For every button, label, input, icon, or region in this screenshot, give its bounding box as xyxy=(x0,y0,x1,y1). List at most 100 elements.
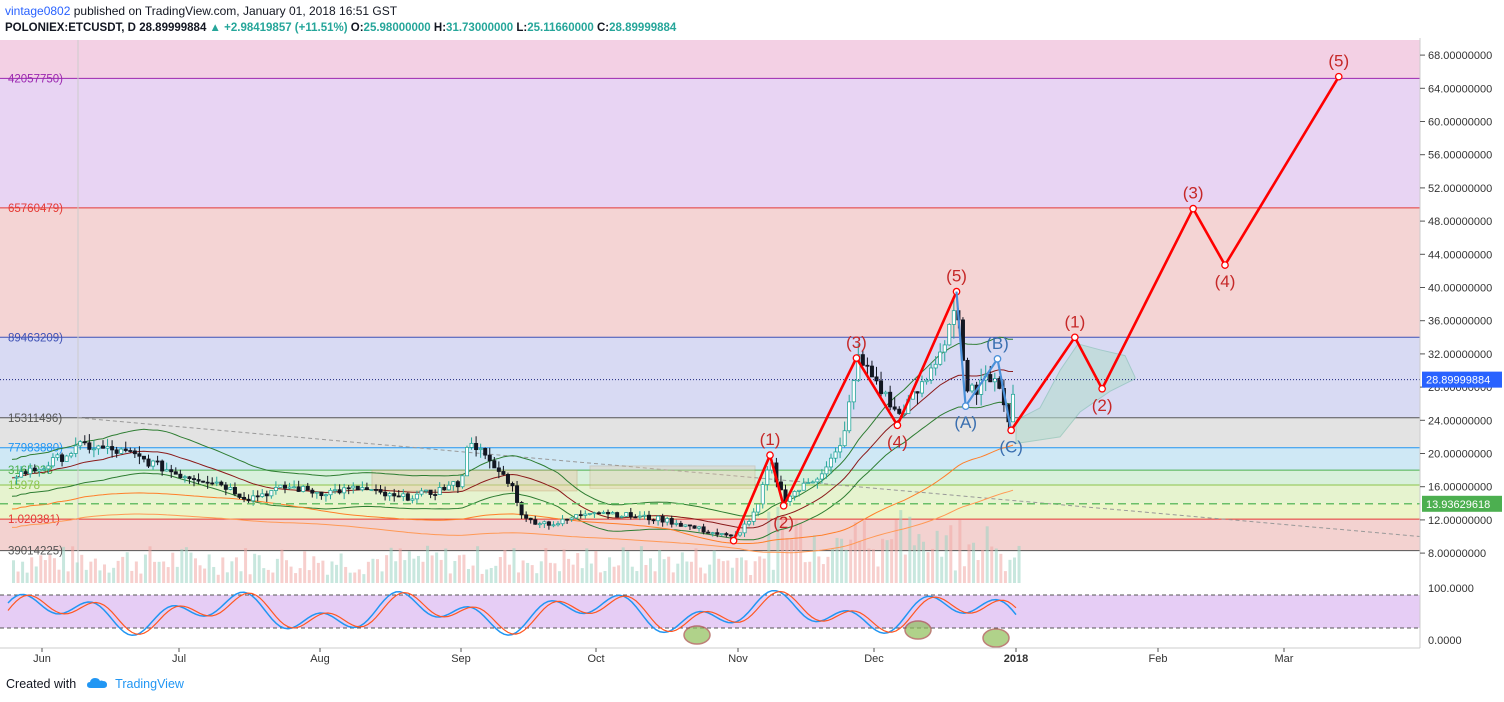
wave-label: (A) xyxy=(954,413,977,432)
candle-body xyxy=(41,468,46,471)
volume-bar xyxy=(1003,571,1007,583)
candle-body xyxy=(578,514,583,517)
candle-body xyxy=(656,515,661,522)
candle-body xyxy=(19,471,24,478)
author-link[interactable]: vintage0802 xyxy=(5,4,71,18)
candle-body xyxy=(633,516,638,519)
candle-body xyxy=(833,451,838,459)
volume-bar xyxy=(139,573,143,583)
volume-bar xyxy=(62,546,66,583)
candle-body xyxy=(706,531,711,534)
candle-body xyxy=(965,359,970,392)
last-value: 28.89999884 xyxy=(139,22,207,34)
candle-body xyxy=(710,532,715,535)
volume-bar xyxy=(380,571,384,583)
volume-bar xyxy=(107,572,111,583)
candle-body xyxy=(537,523,542,526)
volume-bar xyxy=(689,561,693,583)
volume-bar xyxy=(853,522,857,583)
volume-bar xyxy=(535,573,539,583)
volume-bar xyxy=(740,557,743,583)
candle-body xyxy=(560,518,565,525)
time-tick-label: Feb xyxy=(1149,653,1168,665)
candle-body xyxy=(178,473,183,479)
volume-bar xyxy=(357,569,361,583)
price-tick-label: 32.00000000 xyxy=(1428,349,1492,361)
candle-body xyxy=(819,473,824,480)
candle-body xyxy=(542,521,547,525)
volume-bar xyxy=(353,572,357,583)
candle-body xyxy=(333,489,338,492)
wave-point xyxy=(1071,333,1079,342)
candle-body xyxy=(260,493,265,497)
volume-bar xyxy=(125,552,129,583)
candle-body xyxy=(624,512,629,517)
tradingview-link[interactable]: TradingView xyxy=(115,677,184,691)
volume-bar xyxy=(153,561,157,583)
time-tick-label: Oct xyxy=(587,653,604,665)
candle-body xyxy=(842,430,847,447)
symbol-info-line: POLONIEX:ETCUSDT, D 28.89999884 ▲ +2.984… xyxy=(5,22,677,34)
descending-trendline xyxy=(77,417,1421,537)
volume-bar xyxy=(239,571,243,583)
candle-body xyxy=(920,381,925,394)
candle-body xyxy=(310,489,315,494)
candle-body xyxy=(301,485,306,492)
candle-body xyxy=(565,518,570,521)
candle-body xyxy=(601,511,606,514)
volume-bar xyxy=(790,539,794,583)
volume-bar xyxy=(271,572,275,583)
time-tick-label: Jun xyxy=(33,653,51,665)
candle-body xyxy=(246,498,251,502)
volume-bar xyxy=(512,548,516,583)
volume-bar xyxy=(489,568,493,583)
candle-body xyxy=(660,515,665,523)
volume-bar xyxy=(457,555,461,583)
volume-bar xyxy=(248,574,252,583)
volume-bar xyxy=(780,516,784,583)
slow-ma-line xyxy=(11,444,1014,544)
candle-body xyxy=(515,485,520,503)
wave-label: (3) xyxy=(1183,184,1204,203)
fib-zone-2 xyxy=(0,207,1420,338)
price-chart[interactable]: 42057750) 65760479) 89463209) 15311496) 7798… xyxy=(0,38,1504,670)
volume-bar xyxy=(1008,559,1012,583)
candle-body xyxy=(478,448,483,451)
volume-bar xyxy=(52,558,56,583)
volume-bar xyxy=(148,546,152,583)
volume-bar xyxy=(785,538,789,583)
candle-body xyxy=(756,503,761,513)
volume-bar xyxy=(949,525,953,583)
candle-body xyxy=(242,496,247,500)
candle-body xyxy=(997,378,1002,389)
candle-body xyxy=(210,482,215,485)
wave-point xyxy=(1098,384,1107,393)
price-tick-label: 44.00000000 xyxy=(1428,249,1492,261)
price-tick-label: 56.00000000 xyxy=(1428,150,1492,162)
volume-bar xyxy=(212,566,216,583)
candle-body xyxy=(810,481,815,484)
candle-body xyxy=(414,493,419,500)
fib-zone-7 xyxy=(0,485,1420,504)
candle-body xyxy=(797,489,802,492)
low-value: 25.11660000 xyxy=(527,22,594,34)
candle-body xyxy=(747,521,752,525)
candle-body xyxy=(169,469,174,473)
wave-point xyxy=(1221,261,1229,269)
volume-bar xyxy=(667,556,671,583)
footer: Created with TradingView xyxy=(6,677,184,691)
volume-bar xyxy=(867,548,871,583)
candle-body xyxy=(610,512,615,515)
open-value: 25.98000000 xyxy=(363,22,431,34)
volume-bar xyxy=(439,559,443,583)
candle-body xyxy=(637,515,642,518)
candle-body xyxy=(574,514,579,519)
candle-body xyxy=(556,523,561,526)
oscillator-tick-label: 0.0000 xyxy=(1428,635,1462,647)
candle-body xyxy=(360,487,365,491)
volume-bar xyxy=(758,556,762,583)
oversold-highlight xyxy=(904,620,932,640)
wave-point xyxy=(852,354,861,362)
volume-bar xyxy=(858,541,862,583)
fib-zone-8 xyxy=(0,503,1420,520)
